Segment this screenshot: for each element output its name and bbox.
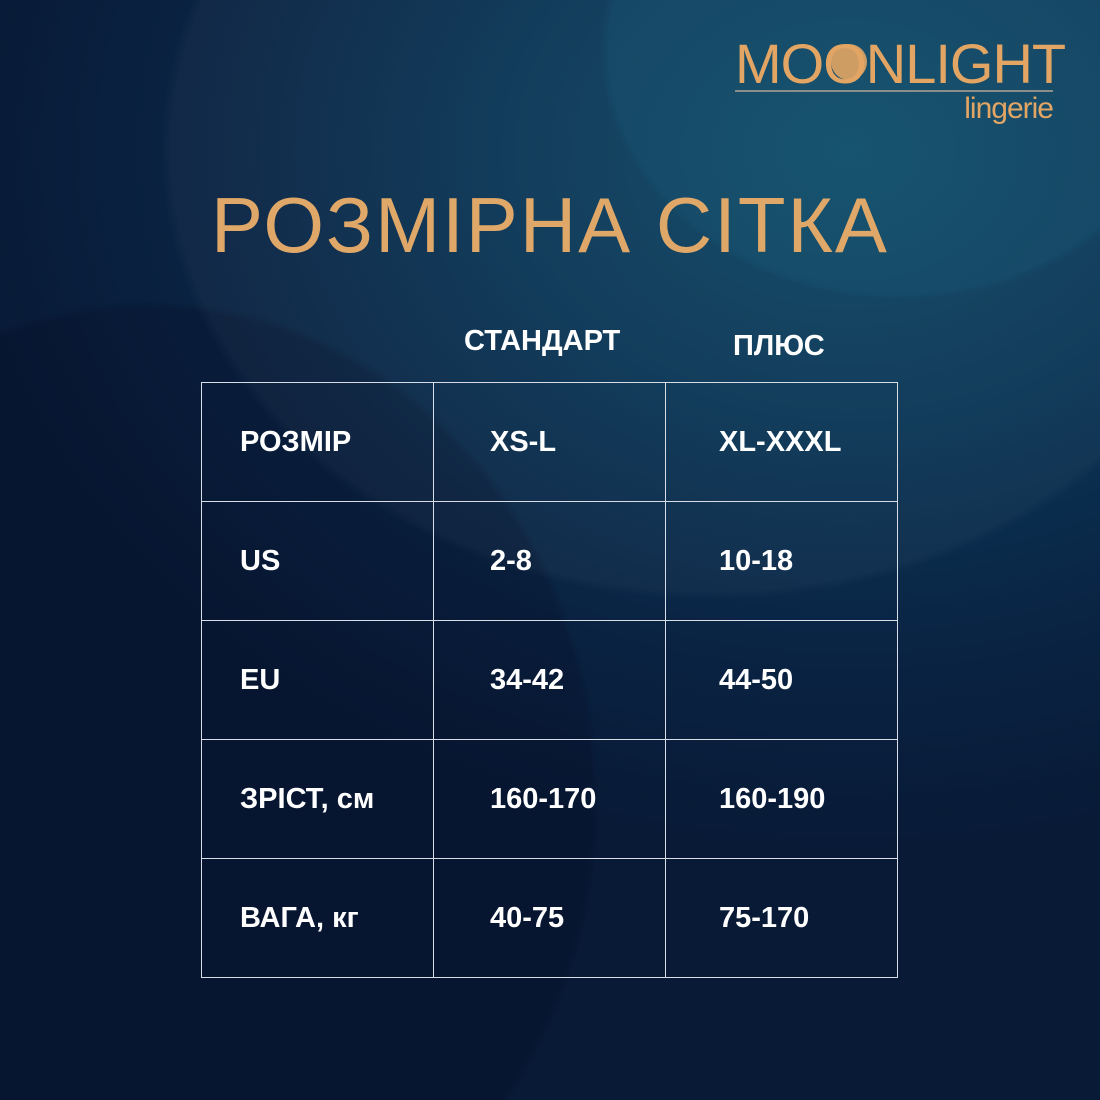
standard-value: 2-8: [433, 501, 666, 621]
table-row: РОЗМІР XS-L XL-XXXL: [201, 382, 898, 502]
plus-value: 75-170: [665, 858, 898, 978]
table-row: EU 34-42 44-50: [201, 620, 898, 740]
moon-icon: [831, 44, 867, 80]
standard-value: 160-170: [433, 739, 666, 859]
table-row: US 2-8 10-18: [201, 501, 898, 621]
size-table: РОЗМІР XS-L XL-XXXL US 2-8 10-18 EU 34-42 44-50 З…: [201, 382, 898, 978]
table-row: ВАГА, кг 40-75 75-170: [201, 858, 898, 978]
plus-value: XL-XXXL: [665, 382, 898, 502]
row-label: US: [201, 501, 434, 621]
standard-value: 34-42: [433, 620, 666, 740]
row-label: ВАГА, кг: [201, 858, 434, 978]
brand-logo: MOONLIGHT lingerie: [735, 36, 1066, 136]
row-label: EU: [201, 620, 434, 740]
plus-value: 44-50: [665, 620, 898, 740]
brand-name: MOONLIGHT: [735, 32, 1066, 95]
column-header-plus: ПЛЮС: [733, 330, 825, 362]
row-label: РОЗМІР: [201, 382, 434, 502]
row-label: ЗРІСТ, см: [201, 739, 434, 859]
standard-value: XS-L: [433, 382, 666, 502]
plus-value: 10-18: [665, 501, 898, 621]
standard-value: 40-75: [433, 858, 666, 978]
plus-value: 160-190: [665, 739, 898, 859]
brand-subtitle: lingerie: [964, 92, 1054, 125]
table-row: ЗРІСТ, см 160-170 160-190: [201, 739, 898, 859]
page-title: РОЗМІРНА СІТКА: [211, 181, 889, 269]
logo-divider: [735, 90, 1053, 92]
column-header-standard: СТАНДАРТ: [464, 325, 621, 357]
